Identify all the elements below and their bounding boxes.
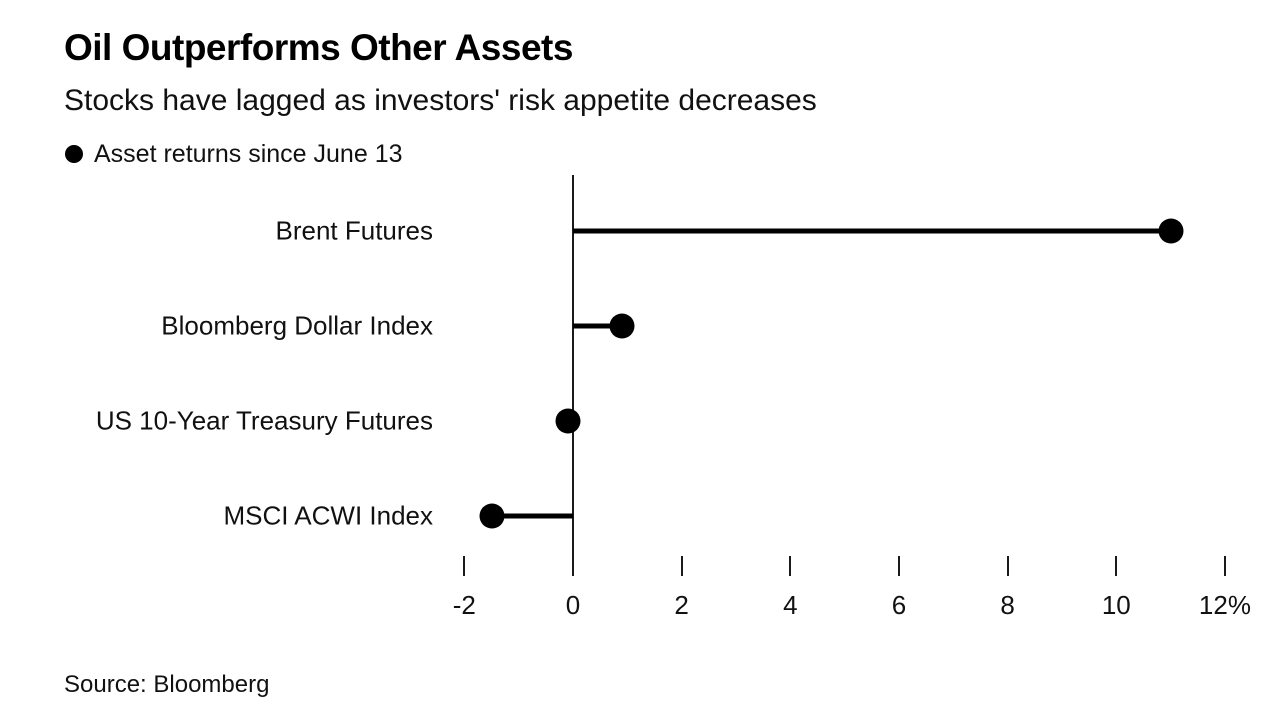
category-label: MSCI ACWI Index (223, 500, 434, 531)
lollipop-stem (573, 228, 1171, 234)
x-axis-tick-label: 4 (783, 590, 798, 620)
data-point-dot (555, 408, 581, 434)
category-label: Bloomberg Dollar Index (161, 310, 433, 341)
x-axis-tick-label: -2 (452, 590, 476, 620)
data-point-dot (609, 313, 635, 339)
x-axis-tick (463, 556, 466, 576)
x-axis-tick (1115, 556, 1118, 576)
chart-subtitle: Stocks have lagged as investors' risk ap… (64, 84, 817, 117)
x-axis-tick (572, 556, 574, 576)
lollipop-stem (491, 513, 573, 519)
x-axis-tick-label: 0 (565, 590, 581, 620)
data-point-dot (1158, 218, 1184, 244)
lollipop-stem (573, 323, 622, 329)
x-axis-tick (1223, 556, 1226, 576)
source-note: Source: Bloomberg (64, 671, 270, 698)
x-axis-tick (1006, 556, 1009, 576)
x-axis-tick-label: 8 (1000, 590, 1015, 620)
category-label: US 10-Year Treasury Futures (95, 405, 433, 436)
chart-title: Oil Outperforms Other Assets (64, 27, 573, 68)
zero-axis-line (572, 175, 574, 576)
x-axis-tick (680, 556, 683, 576)
data-point-dot (479, 503, 504, 529)
category-label: Brent Futures (275, 215, 433, 246)
x-axis-tick (897, 556, 900, 576)
x-axis-tick-label: 2 (674, 590, 689, 620)
x-axis-tick-label: 6 (891, 590, 907, 620)
x-axis-tick-label: 12% (1198, 590, 1251, 620)
x-axis-tick-label: 10 (1101, 590, 1131, 620)
chart-legend: Asset returns since June 13 (65, 139, 403, 168)
legend-label: Asset returns since June 13 (94, 139, 403, 168)
x-axis-tick (789, 556, 792, 576)
legend-circle-marker-icon (65, 145, 83, 163)
